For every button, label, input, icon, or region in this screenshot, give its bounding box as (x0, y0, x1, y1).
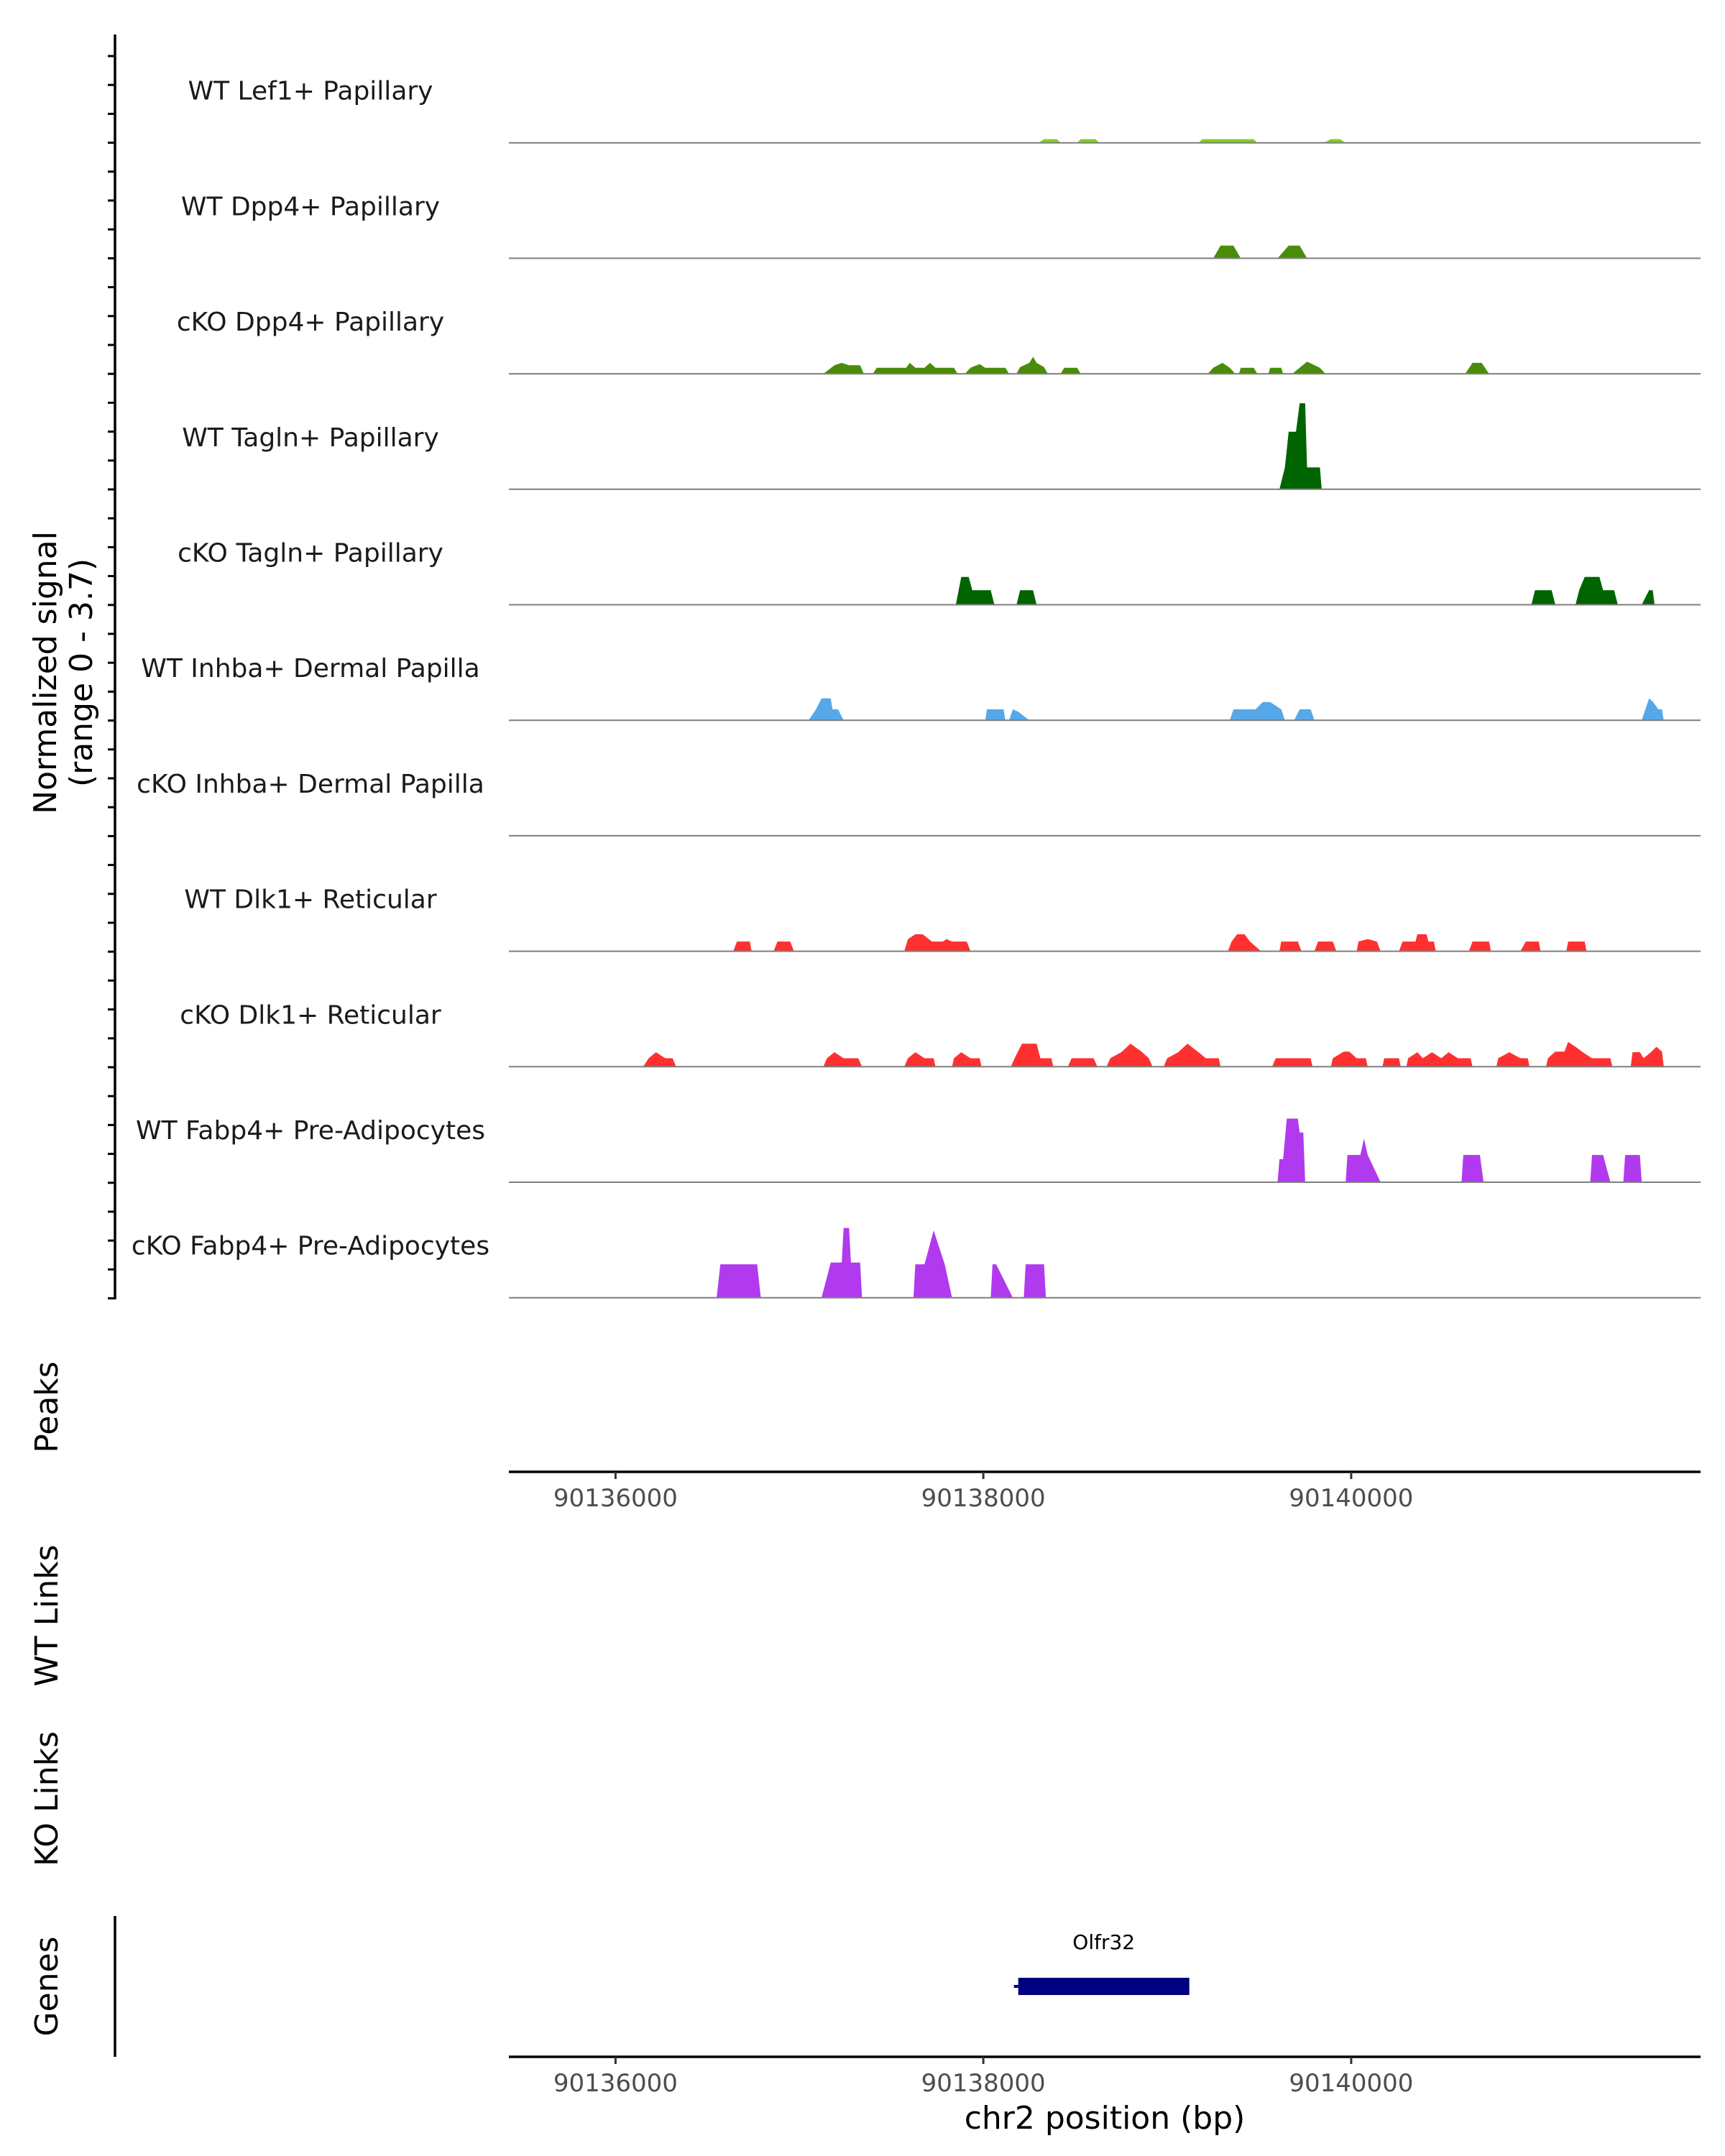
track: cKO Dlk1+ Reticular (180, 1000, 1701, 1068)
coverage-area (809, 698, 1664, 721)
coverage-area (1213, 245, 1307, 259)
gene-name: Olfr32 (1072, 1930, 1135, 1954)
wt-links-label: WT Links (29, 1544, 65, 1686)
track-label: cKO Dpp4+ Papillary (177, 308, 444, 337)
peaks-x-tick-label: 90140000 (1289, 1484, 1413, 1513)
gene-body (1018, 1978, 1190, 1995)
x-axis-title: chr2 position (bp) (965, 2100, 1246, 2137)
genes-x-tick-label: 90140000 (1289, 2069, 1413, 2098)
coverage-y-ticks (108, 55, 115, 1300)
track: WT Lef1+ Papillary (188, 77, 1701, 144)
peaks-x-tick-label: 90138000 (921, 1484, 1046, 1513)
track: cKO Fabp4+ Pre-Adipocytes (132, 1227, 1701, 1299)
coverage-area (1279, 403, 1322, 489)
coverage-y-range: (range 0 - 3.7) (63, 558, 100, 787)
track-label: WT Dlk1+ Reticular (184, 885, 436, 915)
track: WT Dpp4+ Papillary (181, 192, 1701, 259)
coverage-area (955, 576, 1655, 605)
wt-links-panel: WT Links (29, 1544, 65, 1686)
genes-x-tick-label: 90138000 (921, 2069, 1046, 2098)
peaks-x-tick-label: 90136000 (553, 1484, 678, 1513)
track-label: cKO Tagln+ Papillary (178, 539, 443, 568)
track: WT Fabp4+ Pre-Adipocytes (136, 1116, 1701, 1183)
track: cKO Tagln+ Papillary (178, 539, 1701, 606)
track-label: WT Tagln+ Papillary (182, 423, 439, 453)
track: WT Dlk1+ Reticular (184, 885, 1701, 952)
track-label: cKO Fabp4+ Pre-Adipocytes (132, 1232, 489, 1261)
gene-annotations: Olfr32 (1013, 1930, 1190, 1995)
coverage-area (643, 1041, 1664, 1067)
genes-label: Genes (29, 1936, 65, 2036)
genes-panel: Genes Olfr32 90136000 90138000 90140000 ch… (29, 1916, 1701, 2137)
track: cKO Inhba+ Dermal Papilla (137, 770, 1701, 837)
genes-x-tick-label: 90136000 (553, 2069, 678, 2098)
track-label: WT Lef1+ Papillary (188, 77, 433, 106)
peaks-label: Peaks (29, 1361, 65, 1452)
coverage-y-title: Normalized signal (27, 531, 64, 814)
ko-links-label: KO Links (29, 1731, 65, 1866)
track-label: WT Fabp4+ Pre-Adipocytes (136, 1116, 485, 1146)
coverage-area (733, 934, 1587, 952)
track-label: WT Inhba+ Dermal Papilla (141, 654, 479, 683)
coverage-area (823, 356, 1489, 374)
coverage-panel: Normalized signal (range 0 - 3.7) WT Lef… (27, 34, 1701, 1300)
track-label: cKO Inhba+ Dermal Papilla (137, 770, 484, 799)
ko-links-panel: KO Links (29, 1731, 65, 1866)
peaks-x-ticks: 90136000 90138000 90140000 (553, 1472, 1413, 1513)
track-label: cKO Dlk1+ Reticular (180, 1000, 441, 1030)
coverage-area (1277, 1118, 1642, 1182)
coverage-tracks: WT Lef1+ Papillary WT Dpp4+ Papillary cKO … (132, 77, 1701, 1299)
track: WT Tagln+ Papillary (182, 403, 1701, 490)
genes-x-ticks: 90136000 90138000 90140000 (553, 2057, 1413, 2098)
track: WT Inhba+ Dermal Papilla (141, 654, 1701, 722)
track-label: WT Dpp4+ Papillary (181, 192, 440, 221)
peaks-panel: Peaks 90136000 90138000 90140000 (29, 1361, 1701, 1513)
track: cKO Dpp4+ Papillary (177, 308, 1701, 375)
coverage-area (717, 1227, 1046, 1298)
